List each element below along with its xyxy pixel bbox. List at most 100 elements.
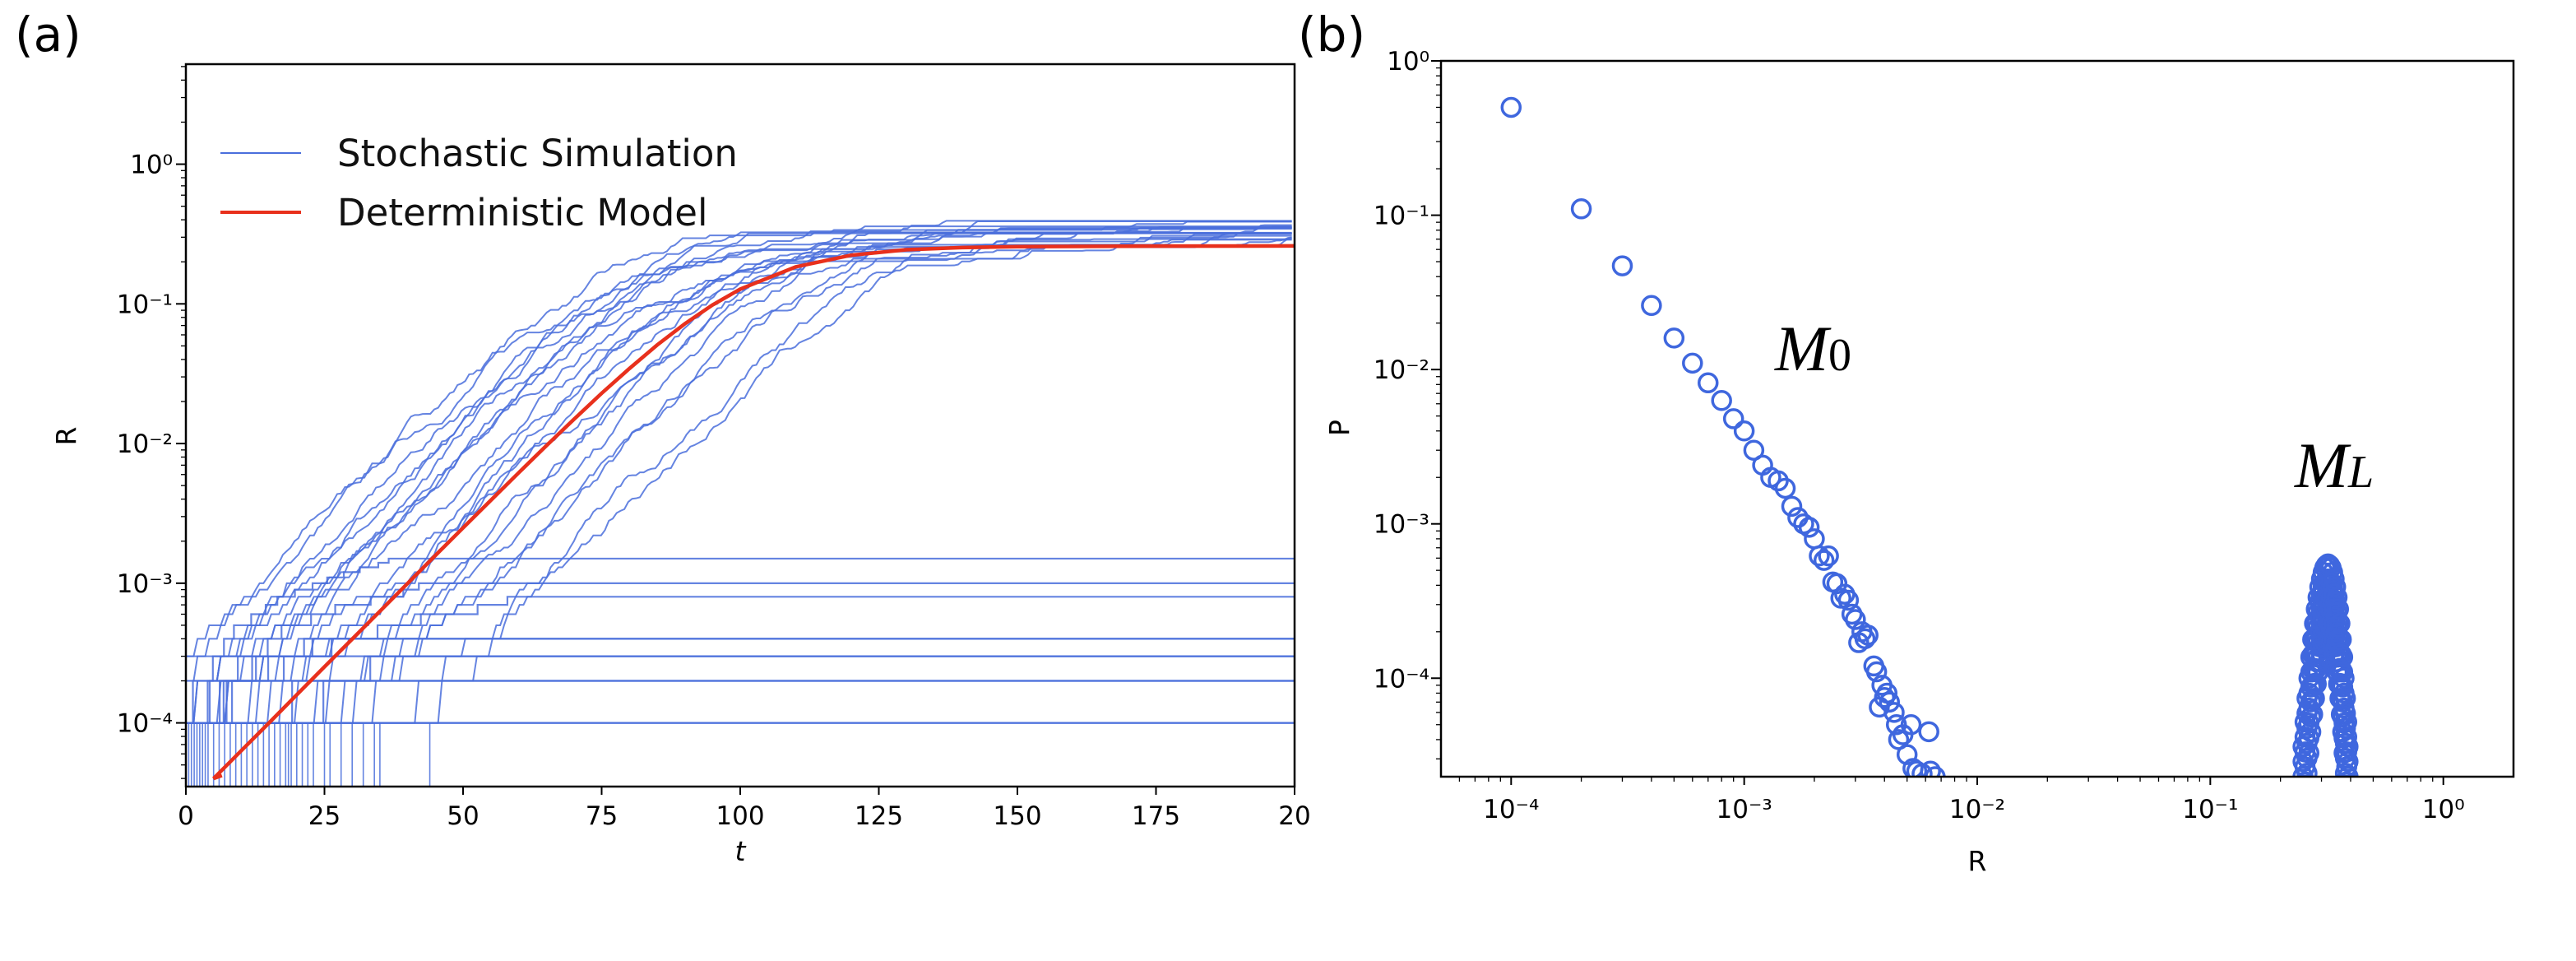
- panel-b-distribution: (b) 10⁻⁴ 10⁻³ 10⁻² 10⁻¹ 10⁰10⁻⁴10⁻³10⁻²10⁻¹1…: [1298, 7, 2515, 877]
- y-tick-label: 10⁻³: [1374, 510, 1429, 540]
- data-point-m0: [1570, 198, 1592, 220]
- data-point-ml: [2298, 742, 2320, 764]
- x-tick-label: 175: [1132, 801, 1180, 831]
- data-point-m0: [1798, 517, 1820, 538]
- data-point-m0: [1865, 661, 1888, 683]
- data-point-m0: [1611, 255, 1633, 276]
- panel-a-plot-area: [186, 220, 1295, 787]
- data-point-ml: [2334, 703, 2356, 724]
- stochastic-trajectory: [186, 225, 1292, 724]
- panel-b-label: (b): [1298, 7, 1365, 63]
- data-point-m0: [1876, 682, 1898, 704]
- x-tick-label: 0: [178, 801, 194, 831]
- stochastic-trajectory: [186, 220, 1292, 724]
- data-point-ml: [2326, 587, 2348, 608]
- data-point-ml: [2294, 782, 2312, 801]
- data-point-ml: [2294, 797, 2312, 815]
- x-tick-label: 10⁻¹: [2182, 795, 2238, 824]
- data-point-ml: [2337, 736, 2359, 758]
- data-point-ml: [2336, 726, 2357, 748]
- stochastic-trajectory-extinct: [186, 680, 1295, 724]
- data-point-m0: [1837, 589, 1860, 611]
- legend-deterministic-label: Deterministic Model: [337, 191, 707, 234]
- stochastic-trajectory: [186, 238, 1292, 724]
- data-point-m0: [1711, 390, 1732, 411]
- stochastic-trajectory: [186, 231, 1292, 724]
- y-tick-label: 10⁻¹: [117, 290, 173, 319]
- x-tick-label: 100: [716, 801, 764, 831]
- y-tick-label: 10⁻⁴: [117, 709, 173, 739]
- deterministic-model-line: [212, 244, 1295, 781]
- data-point-m0: [1641, 295, 1662, 317]
- x-tick-label: 75: [586, 801, 618, 831]
- x-tick-label: 50: [447, 801, 479, 831]
- stochastic-trajectory: [186, 221, 1292, 657]
- data-point-ml: [2302, 703, 2323, 725]
- x-tick-label: 25: [308, 801, 341, 831]
- data-point-ml: [2339, 812, 2357, 830]
- stochastic-trajectory: [186, 236, 1292, 724]
- panel-a-stochastic-vs-deterministic: (a) 0 25 50 75 100 125 150 175 20 10⁻⁴ 10⁻³ 10⁻² 10⁻…: [15, 7, 1311, 867]
- annotation-m0: M0: [1774, 313, 1851, 384]
- data-point-ml: [2296, 787, 2314, 805]
- stochastic-trajectory-extinct: [186, 655, 1295, 724]
- data-point-m0: [1906, 760, 1928, 777]
- data-point-ml: [2337, 771, 2356, 777]
- data-point-m0: [1781, 495, 1803, 518]
- data-point-m0: [1845, 609, 1866, 630]
- stochastic-trajectory: [186, 232, 1292, 724]
- data-point-m0: [1804, 528, 1825, 550]
- data-point-m0: [1743, 439, 1765, 461]
- data-point-m0: [1918, 721, 1939, 743]
- data-point-ml: [2339, 782, 2357, 801]
- panel-a-x-label: t: [735, 835, 747, 867]
- data-point-m0: [1663, 327, 1685, 349]
- panel-b-y-label: P: [1323, 420, 1355, 436]
- data-point-ml: [2332, 646, 2354, 668]
- data-point-m0: [1900, 713, 1922, 736]
- y-tick-label: 10⁻⁴: [1374, 664, 1429, 694]
- data-point-m0: [1733, 420, 1755, 442]
- data-point-m0: [1925, 766, 1946, 777]
- data-point-ml: [2336, 711, 2357, 733]
- data-point-m0: [1698, 372, 1719, 394]
- data-point-m0: [1682, 352, 1703, 374]
- legend: Stochastic Simulation Deterministic Mode…: [220, 132, 738, 234]
- x-tick-label: 125: [855, 801, 903, 831]
- stochastic-trajectory: [186, 227, 1292, 724]
- data-point-m0: [1857, 624, 1879, 646]
- stochastic-trajectory: [186, 232, 1292, 724]
- y-tick-label: 10⁻³: [117, 569, 173, 599]
- annotation-ml: ML: [2294, 429, 2374, 501]
- stochastic-trajectory: [186, 226, 1292, 724]
- stochastic-trajectory: [186, 234, 1292, 724]
- x-tick-label: 10⁰: [2422, 795, 2465, 824]
- data-point-m0: [1809, 545, 1830, 567]
- data-point-ml: [2294, 812, 2312, 830]
- stochastic-trajectory-extinct: [186, 638, 1295, 724]
- data-point-ml: [2334, 688, 2356, 709]
- stochastic-trajectory-extinct: [186, 638, 1295, 724]
- panel-b-x-label: R: [1968, 845, 1987, 877]
- y-tick-label: 10⁻²: [1374, 355, 1429, 385]
- stochastic-trajectory: [186, 221, 1292, 724]
- stochastic-trajectory: [186, 225, 1292, 682]
- stochastic-trajectory: [186, 239, 1292, 724]
- x-tick-label: 10⁻³: [1717, 795, 1772, 824]
- data-point-ml: [2296, 771, 2314, 777]
- stochastic-trajectory-extinct: [186, 582, 1295, 724]
- y-tick-label: 10⁰: [1387, 47, 1429, 77]
- stochastic-trajectory-extinct: [186, 655, 1295, 724]
- stochastic-trajectory-extinct: [186, 596, 1295, 724]
- data-point-ml: [2296, 762, 2318, 777]
- panel-a-label: (a): [15, 7, 81, 63]
- data-point-m0: [1883, 702, 1905, 723]
- data-point-ml: [2329, 613, 2351, 634]
- panel-b-ticks: 10⁻⁴ 10⁻³ 10⁻² 10⁻¹ 10⁰ 10⁻⁴ 10⁻³ 10⁻² 10⁻¹ 10⁰: [1374, 47, 2465, 824]
- data-point-ml: [2337, 787, 2356, 805]
- stochastic-trajectory: [186, 236, 1292, 724]
- data-point-m0: [1500, 96, 1522, 118]
- data-point-m0: [1818, 545, 1839, 567]
- data-point-ml: [2337, 750, 2359, 773]
